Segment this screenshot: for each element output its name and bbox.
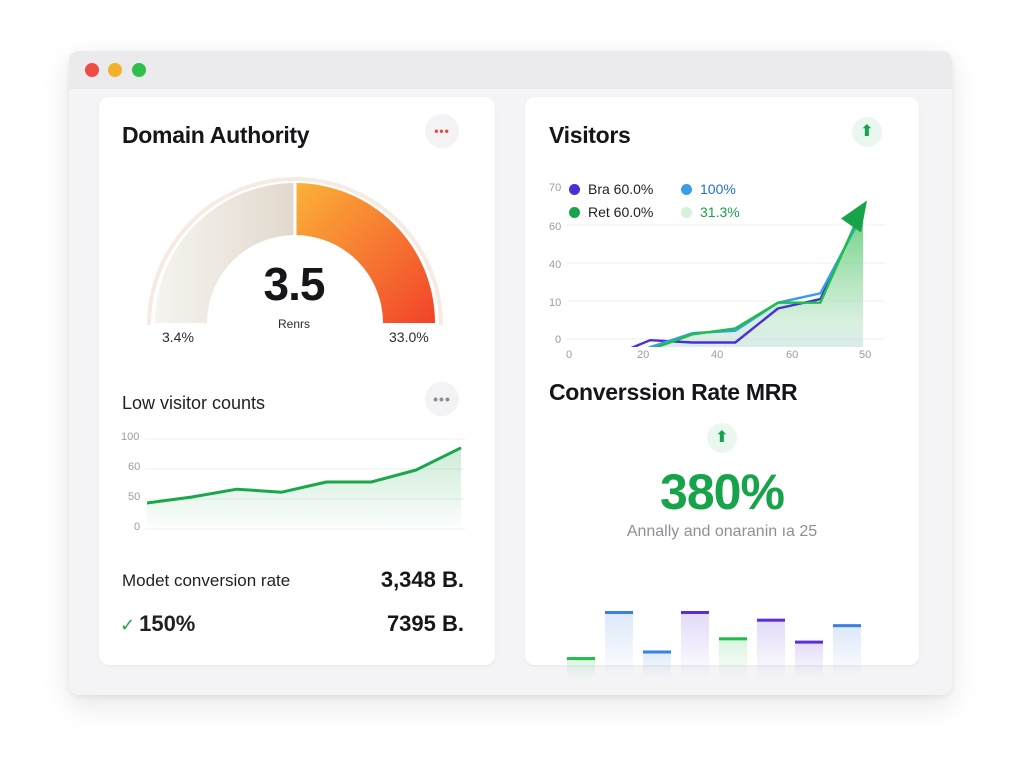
visitors-series-line [653, 206, 865, 347]
visitors-y-tick: 10 [549, 297, 562, 309]
growth-stat-value: 150% [139, 611, 196, 636]
more-dots-icon: ••• [434, 124, 450, 138]
conversion-bar-cap [567, 657, 595, 661]
conversion-bars-chart [567, 611, 861, 679]
gauge-fill [295, 183, 435, 323]
conversion-bar-cap [605, 611, 633, 614]
visitor-counts-menu-button[interactable]: ••• [425, 382, 459, 416]
gauge-min-label: 3.4% [162, 329, 194, 345]
visitor-counts-chart [145, 438, 465, 530]
conversion-rate-value: 380% [660, 464, 785, 520]
visitors-title: Visitors [549, 122, 631, 148]
visitors-x-tick: 50 [859, 349, 872, 361]
visitors-y-tick: 0 [555, 334, 562, 346]
conversion-bar-cap [681, 611, 709, 614]
close-window-button[interactable] [85, 63, 99, 77]
conversion-bar-cap [643, 650, 671, 654]
visitors-y-tick: 70 [549, 182, 562, 194]
gauge-track [155, 183, 295, 323]
arrow-up-icon: ⬆ [860, 123, 874, 140]
visitors-y-tick: 40 [549, 259, 562, 271]
conversion-bar [605, 611, 633, 679]
legend-label: Bra 60.0% [588, 181, 654, 197]
more-dots-icon: ••• [433, 391, 451, 407]
legend-label: Ret 60.0% [588, 204, 654, 220]
growth-stat: ✓ 150% [120, 611, 195, 637]
visitor-y-tick: 0 [134, 521, 141, 533]
visitor-y-tick: 60 [128, 461, 141, 473]
domain-authority-title: Domain Authority [122, 122, 310, 148]
conversion-bar [567, 657, 595, 679]
visitors-trend-button[interactable]: ⬆ [852, 117, 882, 147]
visitor-counts-title: Low visitor counts [122, 393, 266, 413]
visitor-line [146, 446, 462, 505]
conversion-bar [795, 640, 823, 679]
minimize-window-button[interactable] [108, 63, 122, 77]
legend-item: Ret 60.0% [569, 204, 653, 220]
legend-label: 31.3% [700, 204, 740, 220]
conversion-bar [643, 650, 671, 679]
conversion-bar-cap [719, 637, 747, 641]
visitors-card: Visitors ⬆ Bra 60.0% 100% Ret 60.0% 31.3… [525, 97, 919, 679]
visitor-y-tick: 50 [128, 491, 141, 503]
secondary-stat-value: 7395 B. [386, 611, 464, 636]
visitors-chart [567, 200, 885, 347]
conversion-bar [719, 637, 747, 679]
visitors-x-tick: 20 [637, 349, 650, 361]
trend-arrowhead [841, 200, 867, 233]
arrow-up-icon: ⬆ [715, 429, 729, 446]
legend-label: 100% [700, 181, 736, 197]
legend-item: 31.3% [681, 204, 740, 220]
visitors-area [657, 206, 863, 347]
conversion-bar-cap [833, 624, 861, 628]
gauge-outer-ring [147, 177, 443, 326]
legend-item: 100% [681, 181, 736, 197]
visitors-x-tick: 0 [566, 349, 573, 361]
visitors-x-tick: 40 [711, 349, 724, 361]
gauge-value: 3.5 [263, 258, 326, 310]
gauge-sublabel: Renrs [277, 317, 310, 331]
legend-swatch [681, 206, 692, 218]
conversion-bar-cap [757, 618, 785, 622]
legend-swatch [569, 183, 580, 195]
visitors-y-tick: 60 [549, 221, 562, 233]
maximize-window-button[interactable] [132, 63, 146, 77]
window-titlebar [69, 51, 952, 89]
domain-authority-menu-button[interactable]: ••• [425, 114, 459, 148]
conversion-rate-label: Modet conversion rate [122, 571, 291, 590]
domain-authority-gauge [147, 177, 443, 326]
visitor-y-tick: 100 [121, 431, 140, 443]
check-icon: ✓ [120, 615, 136, 635]
legend-swatch [569, 206, 580, 218]
conversion-rate-subtitle: Annally and onaranin ıa 25 [626, 523, 818, 540]
app-window: Domain Authority ••• 3.5 [69, 51, 952, 695]
visitors-x-tick: 60 [786, 349, 799, 361]
conversion-rate-value: 3,348 B. [380, 567, 464, 592]
conversion-bar-cap [795, 640, 823, 644]
conversion-bar [681, 611, 709, 679]
legend-item: Bra 60.0% [569, 181, 653, 197]
conversion-trend-icon-wrap: ⬆ [707, 423, 737, 453]
conversion-bar [757, 618, 785, 679]
conversion-bar [833, 624, 861, 679]
gauge-max-label: 33.0% [389, 329, 429, 345]
visitors-series-line [630, 208, 865, 347]
conversion-rate-title: Converssion Rate MRR [549, 379, 798, 405]
legend-swatch [681, 183, 692, 195]
domain-authority-card: Domain Authority ••• 3.5 [99, 97, 495, 665]
